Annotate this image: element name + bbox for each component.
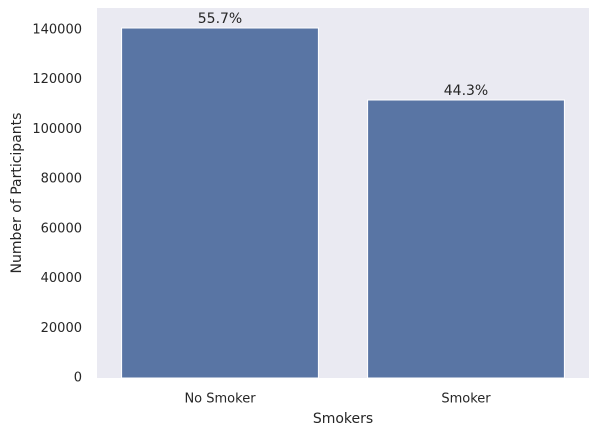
y-tick-label: 120000 <box>32 72 82 87</box>
bar <box>121 27 319 379</box>
x-tick-label: Smoker <box>441 392 491 407</box>
y-tick-label: 20000 <box>41 321 82 336</box>
y-tick-label: 40000 <box>41 271 82 286</box>
x-axis-label: Smokers <box>313 411 373 427</box>
y-axis-label: Number of Participants <box>9 113 25 274</box>
bar-annotation: 44.3% <box>444 83 488 99</box>
bar <box>367 99 565 379</box>
y-tick-label: 80000 <box>41 172 82 187</box>
x-tick-label: No Smoker <box>184 392 256 407</box>
y-tick-label: 60000 <box>41 221 82 236</box>
bar-annotation: 55.7% <box>198 11 242 27</box>
y-tick-label: 140000 <box>32 22 82 37</box>
y-tick-label: 100000 <box>32 122 82 137</box>
y-tick-label: 0 <box>74 371 82 386</box>
